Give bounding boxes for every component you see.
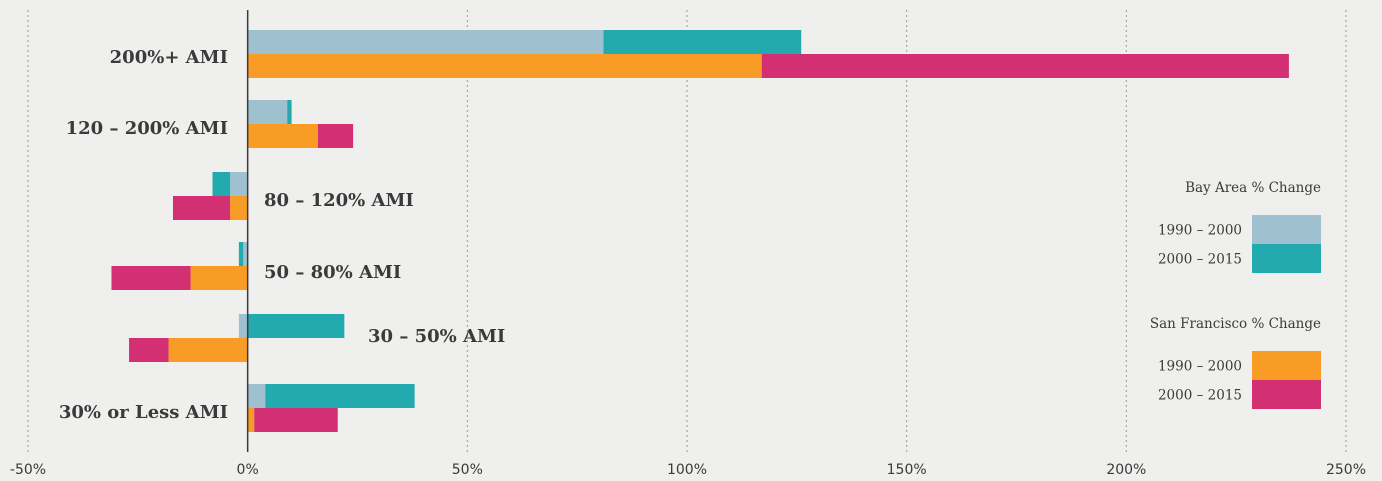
bar-segment: [168, 338, 248, 362]
category-labels: 200%+ AMI 120 – 200% AMI 80 – 120% AMI 50 –…: [59, 47, 505, 423]
bar-segment: [247, 314, 345, 338]
bar-segment: [238, 242, 244, 266]
bar-segment: [190, 266, 248, 290]
x-tick-label: 100%: [667, 462, 707, 478]
legend-swatch: [1252, 244, 1321, 273]
legend-label: 1990 – 2000: [1158, 359, 1242, 375]
bar-segment: [247, 54, 762, 78]
category-label: 50 – 80% AMI: [264, 262, 401, 283]
x-tick-label: 150%: [887, 462, 927, 478]
bar-segment: [129, 338, 169, 362]
x-tick-label: -50%: [10, 462, 46, 478]
bar-segment: [254, 408, 338, 432]
bars: [111, 30, 1289, 432]
x-tick-label: 0%: [237, 462, 259, 478]
legend-label: 2000 – 2015: [1158, 252, 1242, 268]
category-label: 200%+ AMI: [110, 47, 228, 68]
legend-swatch: [1252, 215, 1321, 244]
category-label: 80 – 120% AMI: [264, 190, 414, 211]
bar-segment: [761, 54, 1289, 78]
bar-segment: [265, 384, 415, 408]
x-tick-label: 250%: [1326, 462, 1366, 478]
legend-label: 1990 – 2000: [1158, 223, 1242, 239]
legend-title: Bay Area % Change: [1185, 180, 1321, 196]
x-tick-label: 50%: [452, 462, 483, 478]
bar-segment: [603, 30, 802, 54]
bar-segment: [247, 384, 266, 408]
bar-segment: [247, 408, 255, 432]
bar-segment: [230, 196, 248, 220]
bar-segment: [247, 124, 318, 148]
grid-lines: [27, 10, 1347, 452]
legend-title: San Francisco % Change: [1150, 316, 1321, 332]
legend-swatch: [1252, 351, 1321, 380]
bar-segment: [230, 172, 248, 196]
bar-segment: [287, 100, 292, 124]
category-label: 30% or Less AMI: [59, 402, 228, 423]
category-label: 120 – 200% AMI: [66, 118, 228, 139]
x-tick-labels: -50% 0% 50% 100% 150% 200% 250%: [10, 462, 1366, 478]
bar-segment: [238, 314, 248, 338]
legend: Bay Area % Change 1990 – 2000 2000 – 2015 S…: [1150, 180, 1321, 409]
legend-label: 2000 – 2015: [1158, 388, 1242, 404]
bar-segment: [212, 172, 231, 196]
x-tick-label: 200%: [1106, 462, 1146, 478]
bar-segment: [317, 124, 354, 148]
bar-segment: [247, 30, 604, 54]
category-label: 30 – 50% AMI: [368, 326, 505, 347]
bar-segment: [247, 100, 288, 124]
legend-swatch: [1252, 380, 1321, 409]
bar-segment: [172, 196, 231, 220]
bar-segment: [111, 266, 191, 290]
bar-segment: [243, 242, 248, 266]
